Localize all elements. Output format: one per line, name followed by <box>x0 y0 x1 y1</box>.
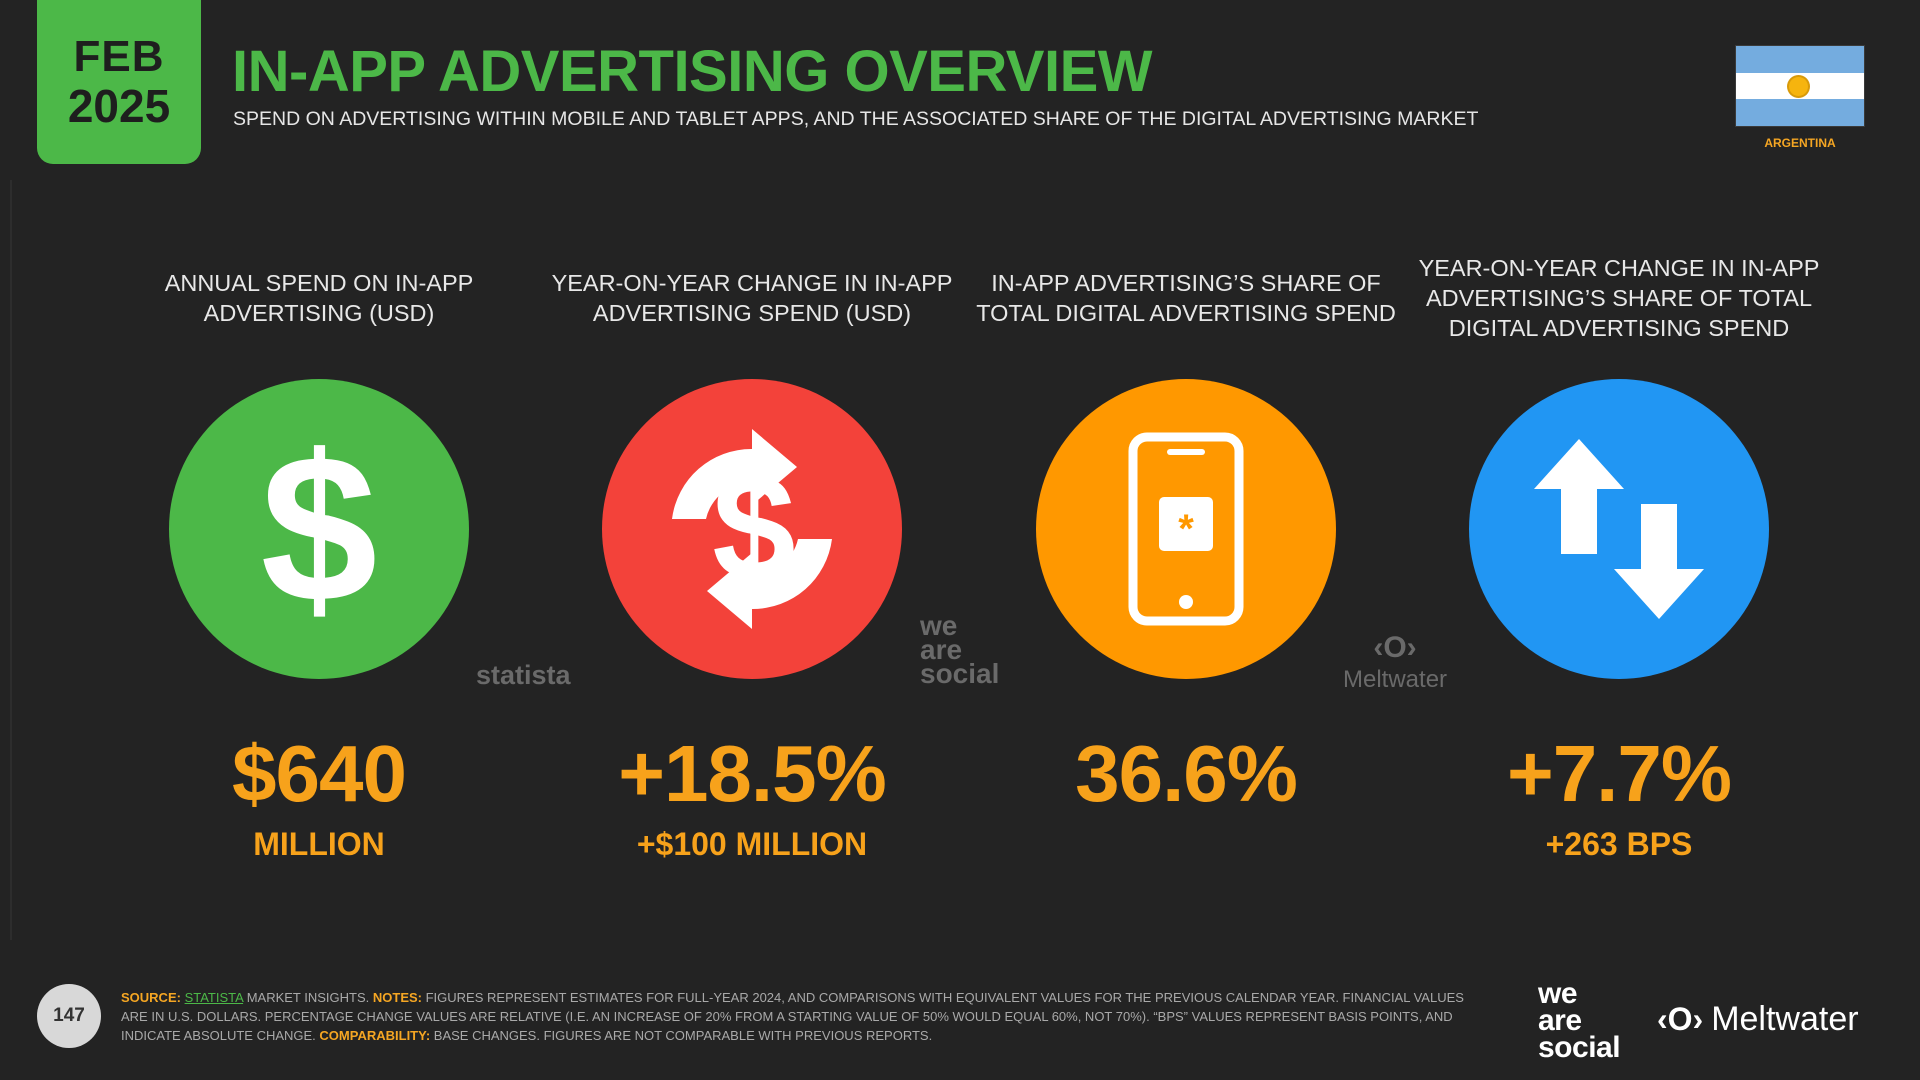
date-badge: FEB 2025 <box>37 0 201 164</box>
metric-yoy-spend-change: YEAR-ON-YEAR CHANGE IN IN-APP ADVERTISIN… <box>542 250 962 860</box>
meltwater-eye-icon: ‹O› <box>1373 631 1417 664</box>
page-number: 147 <box>37 984 101 1048</box>
metric-label: YEAR-ON-YEAR CHANGE IN IN-APP ADVERTISIN… <box>551 270 953 326</box>
svg-text:*: * <box>1178 507 1194 551</box>
metric-value: +18.5% <box>618 729 887 818</box>
metric-value: $640 <box>232 729 407 818</box>
we-are-social-logo: we are social <box>1538 977 1621 1064</box>
metric-label: IN-APP ADVERTISING’S SHARE OF TOTAL DIGI… <box>976 270 1396 326</box>
svg-text:$: $ <box>261 411 378 646</box>
metric-sub-value: +263 BPS <box>1545 826 1693 862</box>
metric-sub-value: +$100 MILLION <box>636 826 868 862</box>
country-label: ARGENTINA <box>1764 136 1836 150</box>
dollar-exchange-icon: $ <box>602 379 902 679</box>
meltwater-watermark: ‹O› Meltwater <box>1343 631 1448 693</box>
metric-value: +7.7% <box>1506 729 1732 818</box>
smartphone-icon: * <box>1036 379 1336 679</box>
date-year: 2025 <box>67 80 171 132</box>
date-month: FEB <box>73 32 165 81</box>
metric-label: YEAR-ON-YEAR CHANGE IN IN-APP ADVERTISIN… <box>1418 255 1820 341</box>
sun-of-may-icon <box>1789 76 1808 96</box>
page-subtitle: SPEND ON ADVERTISING WITHIN MOBILE AND T… <box>233 108 1479 130</box>
argentina-flag-icon <box>1736 46 1864 127</box>
svg-text:$: $ <box>712 443 795 611</box>
metric-label: ANNUAL SPEND ON IN-APP ADVERTISING (USD) <box>164 270 474 326</box>
metric-value: 36.6% <box>1075 729 1298 818</box>
up-down-arrows-icon <box>1469 379 1769 679</box>
metric-sub-value: MILLION <box>253 826 385 862</box>
dollar-icon: $ <box>169 379 469 679</box>
metric-annual-spend: ANNUAL SPEND ON IN-APP ADVERTISING (USD)… <box>109 250 529 860</box>
page-title: IN-APP ADVERTISING OVERVIEW <box>232 39 1153 104</box>
left-divider <box>10 180 12 940</box>
statista-watermark: statista <box>476 660 571 690</box>
metric-share-of-digital: IN-APP ADVERTISING’S SHARE OF TOTAL DIGI… <box>976 250 1396 828</box>
meltwater-eye-icon: ‹O› <box>1657 1001 1704 1037</box>
we-are-social-watermark: we are social <box>920 610 1000 689</box>
source-link[interactable]: STATISTA <box>184 990 244 1005</box>
metric-yoy-share-change: YEAR-ON-YEAR CHANGE IN IN-APP ADVERTISIN… <box>1409 250 1829 860</box>
footnote: SOURCE: STATISTA MARKET INSIGHTS. NOTES:… <box>121 990 1464 1043</box>
meltwater-logo: ‹O› Meltwater <box>1657 1000 1859 1038</box>
